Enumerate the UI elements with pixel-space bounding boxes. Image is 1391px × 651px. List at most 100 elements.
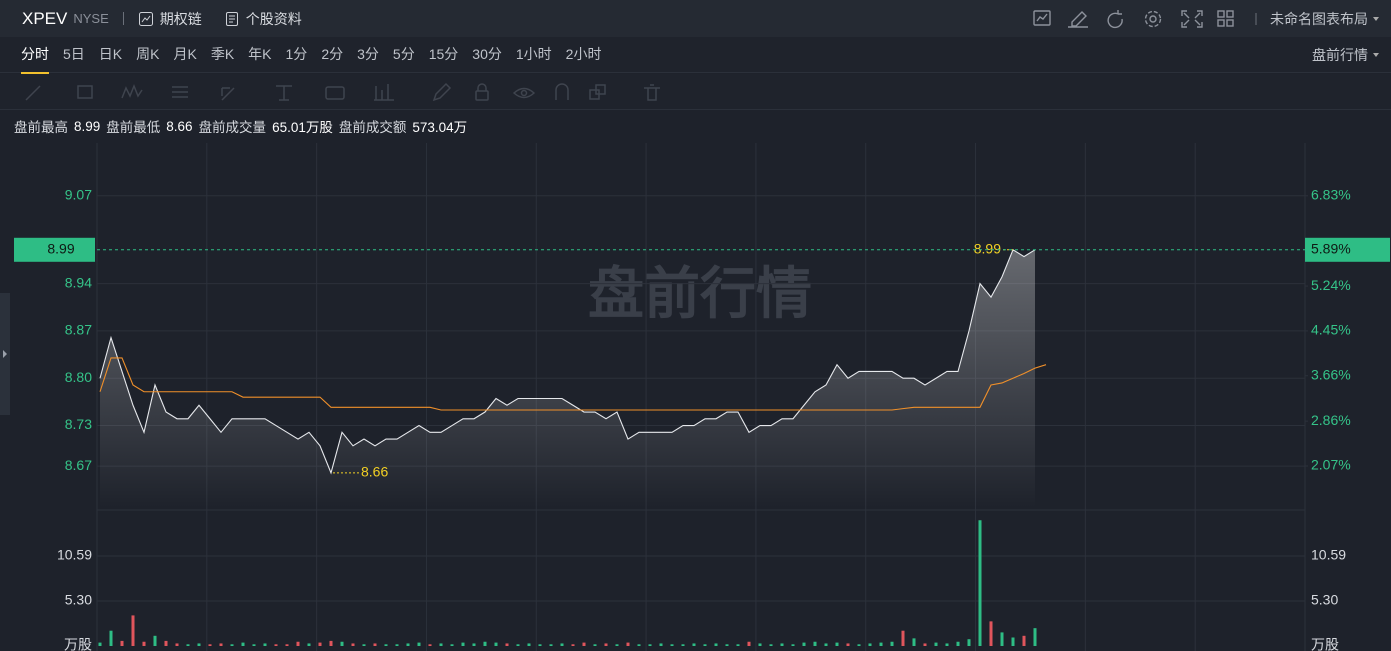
- tool-icon[interactable]: [555, 82, 569, 100]
- y-tick-label: 8.94: [65, 274, 92, 290]
- volume-bar: [670, 644, 674, 646]
- timeframe[interactable]: 1小时: [515, 45, 552, 62]
- icon[interactable]: [1217, 9, 1234, 27]
- low-label: 8.66: [361, 464, 388, 480]
- tool-icon[interactable]: [25, 84, 41, 101]
- tool-icon[interactable]: [77, 84, 93, 99]
- volume-bar: [505, 643, 509, 646]
- volume-bar: [736, 644, 740, 646]
- tool-icon[interactable]: [121, 83, 143, 98]
- volume-bar: [681, 644, 685, 646]
- tool-icon[interactable]: [432, 82, 452, 101]
- timeframe[interactable]: 2分: [321, 45, 344, 62]
- volume-bar: [802, 642, 806, 646]
- tool-icon[interactable]: [644, 83, 660, 101]
- timeframe[interactable]: 5分: [392, 45, 415, 62]
- timeframe[interactable]: 年K: [248, 45, 272, 62]
- tool-icon[interactable]: [512, 87, 536, 98]
- volume-bar: [373, 643, 377, 646]
- timeframe[interactable]: 1分: [285, 45, 308, 62]
- volume-bar: [208, 644, 212, 646]
- timeframe[interactable]: 3分: [357, 45, 379, 62]
- session-menu[interactable]: 盘前行情: [1312, 45, 1391, 65]
- volume-bar: [890, 641, 894, 646]
- volume-bar: [868, 643, 872, 646]
- high-label: 8.99: [974, 240, 1001, 256]
- watermark: 盘前行情: [588, 262, 812, 325]
- stats-bar: 盘前最高 8.99 盘前最低 8.66 盘前成交量 65.01万股 盘前成交额 573.04万: [0, 111, 1391, 141]
- timeframe[interactable]: 周K: [136, 45, 160, 62]
- volume-bar: [142, 641, 146, 646]
- icon[interactable]: [1107, 9, 1123, 28]
- timeframe[interactable]: 2小时: [565, 45, 602, 62]
- volume-bar: [604, 643, 608, 646]
- volume-bar: [560, 643, 564, 646]
- volume-bar: [637, 644, 641, 646]
- volume-bar: [549, 644, 553, 646]
- volume-bar: [934, 642, 938, 646]
- volume-bar: [120, 640, 124, 646]
- y2-tick-label: 5.24%: [1311, 277, 1351, 293]
- volume-bar: [725, 644, 729, 646]
- header-actions: 未命名图表布局: [1032, 9, 1391, 29]
- stat-value: 65.01万股: [272, 120, 333, 135]
- volume-bar: [406, 643, 410, 646]
- volume-bar: [879, 642, 883, 646]
- y-tick-label: 8.80: [65, 369, 92, 385]
- timeframe[interactable]: 日K: [98, 45, 123, 62]
- icon[interactable]: [1144, 10, 1162, 27]
- option-chain-button[interactable]: 期权链: [138, 9, 202, 29]
- volume-bar: [989, 621, 993, 646]
- profile-button[interactable]: 个股资料: [224, 9, 302, 29]
- volume-bar: [274, 644, 278, 646]
- volume-bar: [285, 644, 289, 646]
- volume-bar: [791, 644, 795, 646]
- volume-bar: [912, 638, 916, 646]
- timeframes: 分时 5日 日K 周K 月K 季K 年K 1分 2分 3分 5分 15分 30分 1小时 2小时: [14, 36, 608, 74]
- timeframe[interactable]: 分时: [21, 36, 49, 74]
- timeframe[interactable]: 5日: [63, 45, 85, 62]
- volume-bar: [340, 641, 344, 646]
- volume-bar: [450, 644, 454, 646]
- volume-bar: [98, 642, 102, 646]
- volume-bar: [318, 642, 322, 646]
- volume-bar: [197, 643, 201, 646]
- caret: [1373, 16, 1379, 21]
- timeframe[interactable]: 月K: [173, 45, 197, 62]
- timeframe[interactable]: 15分: [428, 45, 459, 62]
- price-line: [99, 248, 1036, 475]
- volume-bar: [1000, 632, 1004, 646]
- volume-bar: [813, 641, 817, 646]
- icon[interactable]: [1181, 9, 1203, 28]
- tool-icon[interactable]: [475, 89, 489, 101]
- volume-bar: [483, 641, 487, 646]
- y2-tick-label: 3.66%: [1311, 366, 1351, 382]
- volume-bar: [351, 643, 355, 646]
- volume-bar: [175, 643, 179, 646]
- tool-icon[interactable]: [374, 83, 394, 101]
- volume-bar: [615, 644, 619, 646]
- y-tick-label: 9.07: [65, 186, 92, 202]
- volume-bar: [692, 643, 696, 646]
- last-price-label: 8.99: [47, 240, 74, 256]
- volume-bar: [923, 643, 927, 646]
- tool-icon[interactable]: [221, 86, 235, 101]
- layout-menu[interactable]: 未命名图表布局: [1270, 10, 1368, 27]
- volume-bar: [1011, 637, 1015, 646]
- y-tick-label: 8.67: [65, 457, 92, 473]
- tool-icon[interactable]: [325, 85, 345, 100]
- tool-icon[interactable]: [276, 84, 292, 101]
- volume-bar: [252, 644, 256, 646]
- icon[interactable]: [1033, 9, 1051, 26]
- volume-bar: [439, 643, 443, 646]
- volume-bar: [428, 644, 432, 646]
- y-tick-label: 8.87: [65, 322, 92, 338]
- timeframe[interactable]: 30分: [472, 45, 502, 62]
- timeframe[interactable]: 季K: [210, 45, 235, 62]
- action-icons: [1033, 9, 1257, 28]
- volume-bar: [703, 644, 707, 646]
- icon[interactable]: [1068, 10, 1088, 28]
- volume-bar: [824, 643, 828, 646]
- y2-tick-label: 6.83%: [1311, 186, 1351, 202]
- tool-icon[interactable]: [172, 85, 188, 98]
